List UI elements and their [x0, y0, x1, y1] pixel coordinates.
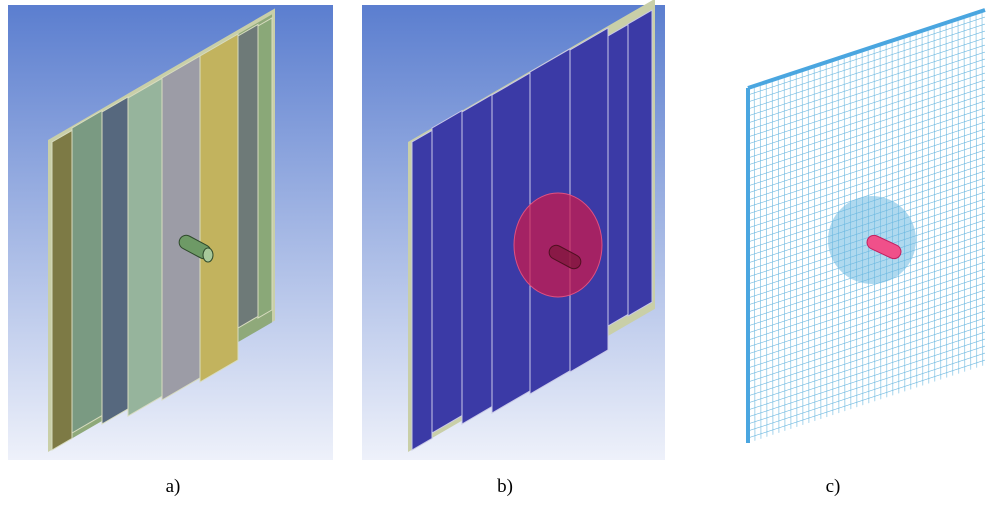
plate	[462, 95, 492, 424]
mesh-line	[748, 129, 985, 207]
mesh-line	[748, 80, 985, 158]
mesh-line	[766, 0, 767, 460]
plate	[200, 34, 238, 382]
plate	[52, 130, 72, 450]
mesh-line	[778, 0, 779, 460]
plate	[608, 24, 628, 326]
mesh-line	[748, 311, 985, 389]
mesh-line	[958, 0, 959, 460]
figure: a) b) c)	[0, 0, 987, 505]
mesh-line	[748, 360, 985, 438]
mesh-line	[748, 325, 985, 403]
mesh-line	[748, 73, 985, 151]
mesh-line	[748, 297, 985, 375]
mesh-line	[748, 31, 985, 109]
mesh-line	[946, 0, 947, 460]
mesh-line	[754, 0, 755, 460]
mesh-line	[928, 0, 929, 460]
mesh-line	[748, 318, 985, 396]
panel-c-mesh	[748, 0, 985, 460]
plate	[238, 24, 258, 328]
panel-label: c)	[826, 476, 841, 497]
mesh-line	[748, 45, 985, 123]
mesh-line	[982, 0, 983, 460]
mesh-line	[748, 346, 985, 424]
mesh-line	[748, 24, 985, 102]
mesh-line	[748, 276, 985, 354]
mesh-line	[820, 0, 821, 460]
mesh-line	[748, 115, 985, 193]
mesh-line	[964, 0, 965, 460]
plate	[628, 10, 652, 316]
mesh-line	[790, 0, 791, 460]
plate	[258, 18, 272, 318]
plate	[432, 111, 462, 433]
mesh-line	[748, 52, 985, 130]
plate	[72, 111, 102, 433]
mesh-line	[748, 17, 985, 95]
mesh-line	[970, 0, 971, 460]
mesh-line	[748, 353, 985, 431]
mesh-line	[748, 332, 985, 410]
mesh-line	[940, 0, 941, 460]
mesh-line	[748, 122, 985, 200]
mesh-edge	[748, 10, 985, 88]
mesh-line	[748, 108, 985, 186]
mesh-line	[760, 0, 761, 460]
mesh-line	[748, 59, 985, 137]
plate	[162, 56, 200, 400]
mesh-line	[748, 101, 985, 179]
mesh-line	[748, 290, 985, 368]
cylinder-end	[203, 248, 213, 262]
mesh-line	[922, 0, 923, 460]
mesh-line	[916, 0, 917, 460]
panel-label: b)	[497, 476, 513, 497]
plate	[412, 130, 432, 450]
mesh-line	[772, 0, 773, 460]
mesh-line	[748, 283, 985, 361]
mesh-line	[796, 0, 797, 460]
panel-label: a)	[166, 476, 181, 497]
mesh-line	[814, 0, 815, 460]
refinement-zone	[514, 193, 602, 297]
mesh-line	[748, 339, 985, 417]
mesh-line	[748, 94, 985, 172]
mesh-line	[952, 0, 953, 460]
plate	[102, 97, 128, 424]
plate	[128, 78, 162, 416]
mesh-line	[748, 304, 985, 382]
mesh-line	[748, 87, 985, 165]
